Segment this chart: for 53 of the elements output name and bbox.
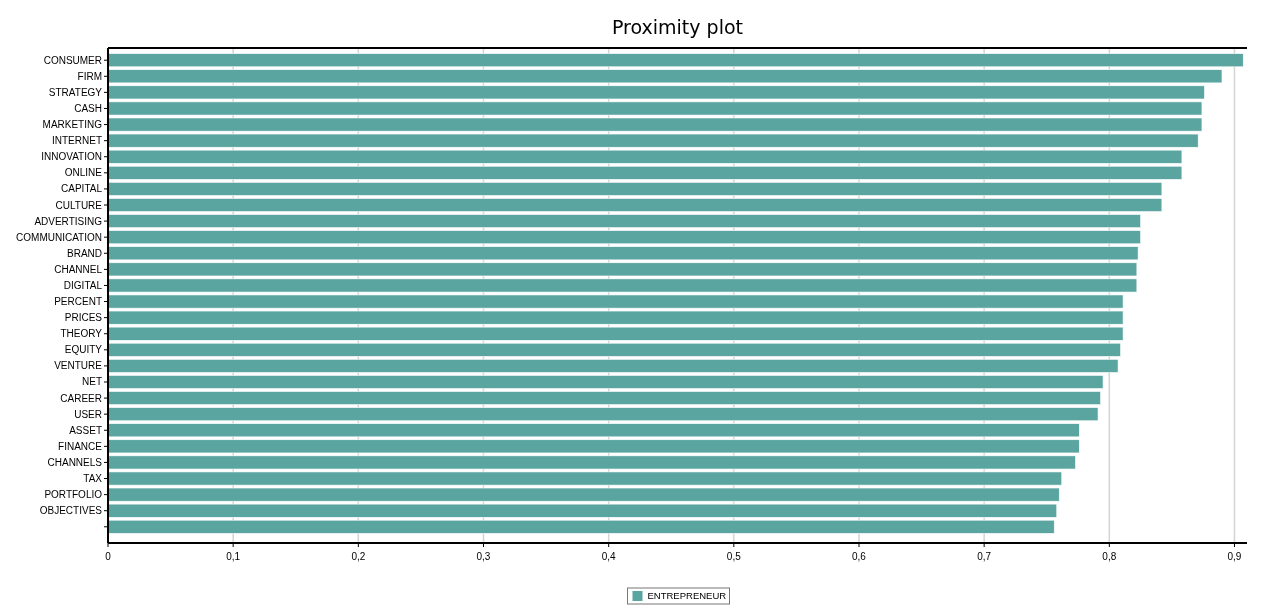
bar <box>107 214 1141 228</box>
bar <box>107 519 1055 534</box>
y-tick-label: ADVERTISING <box>34 215 103 227</box>
y-tick-label: COMMUNICATION <box>16 231 102 243</box>
y-tick-label: BRAND <box>66 247 102 259</box>
x-tick-label: 0,1 <box>226 551 241 562</box>
y-tick-label: NET <box>82 376 102 388</box>
bar <box>107 407 1099 422</box>
y-tick-label: INTERNET <box>52 135 102 147</box>
y-tick-label: CULTURE <box>55 199 103 211</box>
x-tick-label: 0,3 <box>476 551 491 562</box>
y-tick-label: TAX <box>83 473 103 485</box>
y-tick-label: CAREER <box>60 392 102 404</box>
chart-title: Proximity plot <box>611 16 744 38</box>
y-tick-label: ASSET <box>69 424 102 436</box>
y-tick-label: STRATEGY <box>48 86 103 98</box>
bar <box>107 375 1104 389</box>
y-tick-label: PERCENT <box>54 296 102 308</box>
y-tick-label: VENTURE <box>54 360 103 372</box>
y-tick-label: CONSUMER <box>43 54 102 66</box>
x-tick-label: 0,2 <box>351 551 366 562</box>
x-tick-label: 0,9 <box>1227 551 1242 562</box>
x-tick-label: 0 <box>105 551 112 562</box>
y-tick-label: MARKETING <box>42 119 103 131</box>
y-tick-label: DIGITAL <box>63 279 103 291</box>
bar <box>107 198 1163 212</box>
x-tick-label: 0,7 <box>977 551 992 562</box>
text: ENTREPRENEUR <box>647 590 727 602</box>
y-tick-label: CAPITAL <box>61 183 103 195</box>
x-tick-label: 0,6 <box>852 551 867 562</box>
bar <box>107 165 1183 180</box>
y-tick-label: INNOVATION <box>41 151 102 163</box>
y-tick-label: CASH <box>74 102 102 114</box>
y-tick-label: ONLINE <box>64 167 103 179</box>
y-tick-label: CHANNEL <box>54 263 103 275</box>
y-tick-label: FIRM <box>77 70 102 82</box>
y-tick-label: EQUITY <box>64 344 103 356</box>
x-tick-label: 0,5 <box>726 551 742 562</box>
x-tick-label: 0,8 <box>1102 551 1117 562</box>
y-tick-label: PORTFOLIO <box>44 489 103 501</box>
bar <box>107 53 1244 68</box>
y-tick-label: THEORY <box>60 328 103 340</box>
y-tick-label: OBJECTIVES <box>39 505 103 517</box>
bar <box>107 230 1141 245</box>
bar <box>107 359 1119 373</box>
y-tick-label: PRICES <box>64 312 103 324</box>
y-tick-label: FINANCE <box>58 440 103 452</box>
bar <box>107 391 1101 405</box>
bar <box>107 342 1121 357</box>
x-tick-label: 0,4 <box>601 551 617 562</box>
y-tick-label: CHANNELS <box>47 456 103 468</box>
bar <box>107 182 1163 196</box>
y-tick-label: USER <box>74 408 102 420</box>
